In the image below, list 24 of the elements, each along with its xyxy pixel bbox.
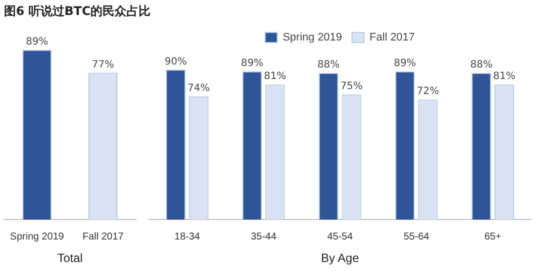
legend-label: Spring 2019 (282, 32, 342, 44)
x-tick-label: 18-34 (174, 231, 200, 242)
x-tick-label: 65+ (484, 231, 502, 242)
data-label: 88% (317, 60, 340, 71)
x-tick-label: Fall 2017 (82, 231, 124, 242)
data-label: 89% (241, 58, 264, 69)
x-tick-label: 55-64 (404, 231, 430, 242)
chart-title: 图6 听说过BTC的民众占比 (4, 3, 151, 20)
x-tick-label: 35-44 (250, 231, 277, 242)
data-label: 88% (470, 60, 492, 71)
data-label: 77% (92, 59, 114, 70)
data-label: 89% (394, 58, 416, 69)
data-label: 90% (164, 56, 187, 68)
data-label: 89% (26, 36, 48, 48)
data-label: 72% (416, 86, 439, 98)
x-axis-title: Total (57, 251, 83, 266)
data-label: 81% (264, 71, 286, 82)
legend-label: Fall 2017 (370, 32, 415, 44)
x-axis-title: By Age (320, 251, 360, 266)
data-label: 74% (188, 82, 210, 94)
data-label: 75% (340, 81, 363, 92)
data-label: 81% (493, 71, 516, 82)
x-tick-label: 45-54 (327, 231, 354, 242)
x-tick-label: Spring 2019 (10, 231, 64, 242)
